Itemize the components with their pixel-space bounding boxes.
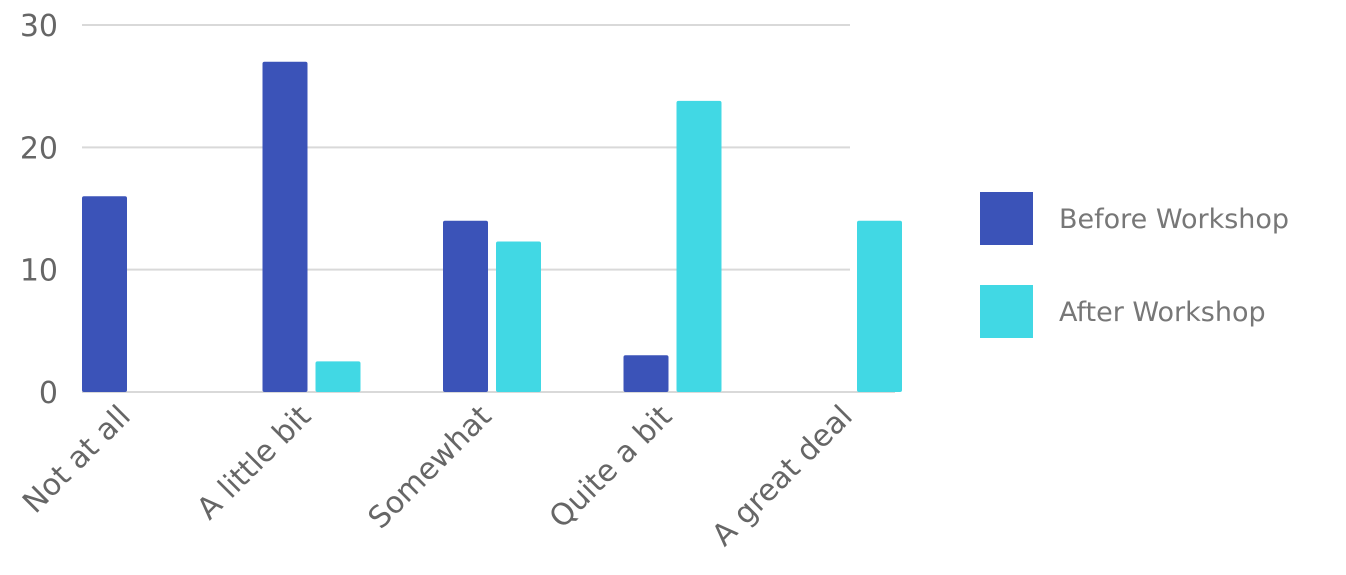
bar-before-workshop-a-little-bit [262,61,308,392]
bar-after-workshop-somewhat [496,241,541,392]
bar-before-workshop-somewhat [443,220,488,392]
legend-label: After Workshop [1059,297,1266,328]
y-axis-ticks: 0 10 20 30 [20,9,58,411]
bar-after-workshop-a-great-deal [857,220,902,392]
legend: Before Workshop After Workshop [980,192,1289,338]
y-tick-label: 10 [20,254,58,289]
x-category-label: A little bit [190,399,318,527]
legend-label: Before Workshop [1059,204,1289,235]
x-category-label: Somewhat [362,399,499,536]
x-category-label: A great deal [705,399,859,553]
bar-after-workshop-quite-a-bit [676,100,722,392]
bar-after-workshop-a-little-bit [315,361,361,392]
legend-swatch [980,192,1033,245]
x-category-label: Not at all [16,399,138,521]
bars [82,61,902,392]
y-tick-label: 0 [39,376,58,411]
bar-before-workshop-quite-a-bit [623,355,669,392]
x-category-label: Quite a bit [543,399,679,535]
legend-swatch [980,285,1033,338]
gridlines [82,24,895,393]
bar-before-workshop-not-at-all [82,196,127,392]
x-axis-categories: Not at all A little bit Somewhat Quite a bi… [16,399,860,553]
y-tick-label: 20 [20,131,58,166]
y-tick-label: 30 [20,9,58,44]
